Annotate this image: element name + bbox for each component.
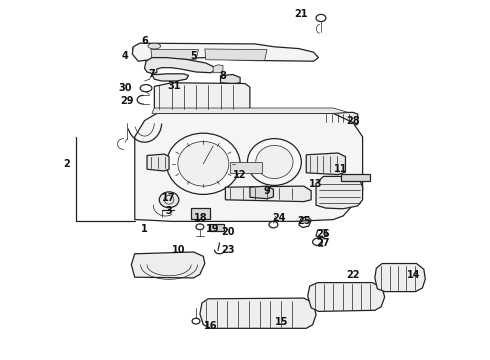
Polygon shape [191, 208, 210, 219]
Text: 5: 5 [190, 51, 197, 61]
Text: 24: 24 [272, 213, 286, 223]
Polygon shape [306, 153, 345, 175]
Polygon shape [210, 224, 224, 231]
Ellipse shape [148, 43, 161, 49]
Polygon shape [132, 43, 318, 61]
Polygon shape [341, 174, 370, 181]
Polygon shape [220, 75, 240, 84]
Text: 3: 3 [166, 206, 172, 216]
Text: 17: 17 [162, 193, 176, 203]
Text: 6: 6 [141, 36, 148, 46]
Polygon shape [152, 108, 348, 113]
Polygon shape [152, 74, 189, 81]
Text: 26: 26 [317, 229, 330, 239]
Text: 1: 1 [141, 224, 148, 234]
Text: 4: 4 [122, 51, 128, 61]
Text: 30: 30 [118, 83, 132, 93]
Text: 22: 22 [346, 270, 360, 280]
Text: 7: 7 [148, 69, 155, 79]
Polygon shape [230, 162, 262, 173]
Ellipse shape [159, 192, 179, 208]
Polygon shape [154, 83, 250, 111]
Text: 13: 13 [309, 179, 323, 189]
Polygon shape [213, 65, 223, 73]
Text: 16: 16 [204, 321, 218, 331]
Text: 23: 23 [221, 245, 235, 255]
Polygon shape [323, 112, 358, 126]
Polygon shape [135, 113, 363, 221]
Text: 19: 19 [206, 224, 220, 234]
Polygon shape [151, 49, 198, 59]
Text: 15: 15 [275, 317, 289, 327]
Text: 28: 28 [346, 116, 360, 126]
Polygon shape [308, 283, 385, 311]
Polygon shape [145, 58, 216, 73]
Text: 31: 31 [167, 81, 181, 91]
Text: 27: 27 [317, 238, 330, 248]
Polygon shape [147, 154, 169, 171]
Polygon shape [174, 84, 189, 93]
Text: 9: 9 [264, 186, 270, 196]
Text: 29: 29 [121, 96, 134, 106]
Text: 10: 10 [172, 245, 186, 255]
Text: 12: 12 [233, 170, 247, 180]
Text: 25: 25 [297, 216, 311, 226]
Ellipse shape [247, 139, 301, 185]
Text: 14: 14 [407, 270, 421, 280]
Ellipse shape [178, 141, 229, 186]
Polygon shape [205, 49, 267, 60]
Text: 11: 11 [334, 164, 347, 174]
Text: 18: 18 [194, 213, 208, 223]
Text: 2: 2 [63, 159, 70, 169]
Polygon shape [375, 264, 425, 292]
Text: 20: 20 [221, 227, 235, 237]
Text: 21: 21 [294, 9, 308, 19]
Polygon shape [131, 252, 205, 278]
Ellipse shape [256, 145, 293, 179]
Ellipse shape [167, 133, 240, 194]
Polygon shape [316, 176, 363, 209]
Polygon shape [200, 298, 316, 328]
Polygon shape [250, 186, 273, 199]
Polygon shape [225, 186, 311, 202]
Text: 8: 8 [220, 71, 226, 81]
